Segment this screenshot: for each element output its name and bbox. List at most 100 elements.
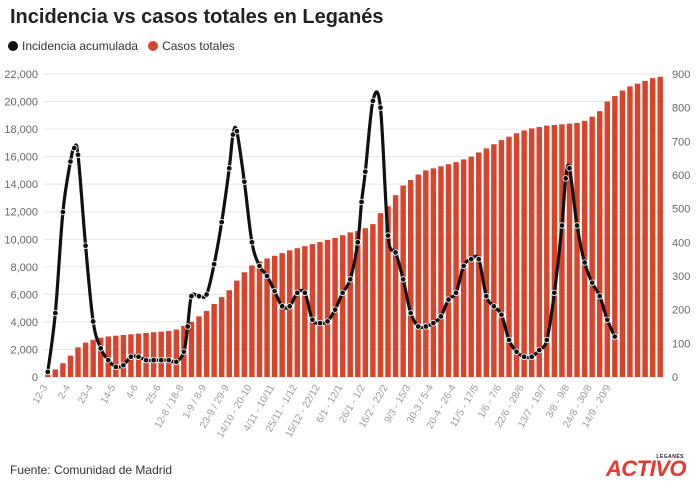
bar xyxy=(196,316,202,377)
x-tick-label: 23-4 xyxy=(76,383,96,406)
incidencia-point xyxy=(483,293,490,300)
bar xyxy=(597,111,603,377)
incidencia-point xyxy=(384,232,392,239)
incidencia-point xyxy=(460,262,467,270)
y-left-tick-label: 10,000 xyxy=(4,234,38,246)
incidencia-point xyxy=(528,353,535,360)
bar xyxy=(264,258,270,377)
incidencia-point xyxy=(399,276,407,283)
legend-swatch-casos xyxy=(148,41,159,51)
bar xyxy=(218,297,225,377)
incidencia-point xyxy=(59,208,67,216)
activo-logo[interactable]: ACTIVO LEGANÉS xyxy=(606,453,687,485)
bar xyxy=(256,261,263,377)
incidencia-point xyxy=(513,348,520,355)
bar xyxy=(415,174,421,377)
incidencia-point xyxy=(392,249,399,256)
bar xyxy=(347,232,353,377)
bar xyxy=(302,246,308,377)
bar xyxy=(513,133,520,377)
incidencia-point xyxy=(445,296,452,303)
logo-subtext: LEGANÉS xyxy=(656,454,684,460)
incidencia-point xyxy=(339,289,346,297)
bar xyxy=(143,332,149,377)
bar xyxy=(188,321,195,377)
incidencia-point xyxy=(120,362,127,369)
incidencia-point xyxy=(165,356,172,364)
incidencia-point xyxy=(490,303,498,310)
bar xyxy=(657,76,663,377)
y-right-tick-label: 0 xyxy=(672,372,678,384)
incidencia-point xyxy=(180,348,188,355)
bar xyxy=(627,86,633,378)
incidencia-point xyxy=(256,262,263,270)
incidencia-point xyxy=(581,259,588,266)
incidencia-point xyxy=(82,242,89,249)
y-right-tick-label: 600 xyxy=(672,170,690,182)
source-note: Fuente: Comunidad de Madrid xyxy=(10,463,173,477)
x-tick-label: 14-5 xyxy=(99,383,119,406)
bar xyxy=(294,248,301,377)
bar xyxy=(45,374,51,377)
bar xyxy=(226,290,232,377)
y-right-tick-label: 700 xyxy=(672,136,690,148)
incidencia-point xyxy=(127,353,135,360)
bar xyxy=(438,166,444,377)
bar xyxy=(612,96,618,377)
legend-label-casos: Casos totales xyxy=(162,39,235,53)
y-left-tick-label: 0 xyxy=(32,372,38,384)
incidencia-point xyxy=(611,333,619,340)
bar xyxy=(339,235,346,377)
bar xyxy=(642,80,648,378)
bar xyxy=(211,304,217,377)
incidencia-point xyxy=(498,311,505,318)
bar xyxy=(362,228,369,377)
incidencia-point xyxy=(286,303,293,310)
incidencia-point xyxy=(74,151,82,158)
bar xyxy=(483,148,490,377)
incidencia-point xyxy=(52,309,59,317)
bar xyxy=(559,124,565,378)
incidencia-point xyxy=(536,346,543,354)
incidencia-point xyxy=(362,168,369,175)
legend: Incidencia acumulada Casos totales xyxy=(8,39,245,53)
legend-label-incidencia: Incidencia acumulada xyxy=(22,39,139,53)
bar xyxy=(544,125,550,377)
incidencia-point xyxy=(566,165,573,172)
y-left-tick-label: 16,000 xyxy=(4,152,38,164)
legend-item-casos[interactable]: Casos totales xyxy=(148,39,235,53)
chart-title: Incidencia vs casos totales en Leganés xyxy=(10,6,384,28)
incidencia-point xyxy=(309,316,316,323)
bar xyxy=(287,250,293,377)
incidencia-point xyxy=(248,239,256,246)
bar xyxy=(75,347,81,377)
bar xyxy=(317,242,323,377)
bar xyxy=(82,342,89,377)
bar xyxy=(430,168,437,377)
bar xyxy=(370,224,376,377)
bar xyxy=(536,127,542,378)
y-right-tick-label: 300 xyxy=(672,271,690,283)
y-left-tick-label: 20,000 xyxy=(4,97,38,109)
incidencia-point xyxy=(294,289,301,297)
x-tick-label: 25-6 xyxy=(144,383,164,406)
y-right-tick-label: 500 xyxy=(672,204,690,216)
bar xyxy=(241,272,248,377)
incidencia-point xyxy=(369,97,377,105)
bar xyxy=(309,244,316,377)
y-left-tick-label: 4,000 xyxy=(10,317,38,329)
bar xyxy=(566,123,573,377)
bar xyxy=(166,330,172,377)
bar xyxy=(581,120,588,377)
legend-item-incidencia[interactable]: Incidencia acumulada xyxy=(8,39,138,53)
incidencia-point xyxy=(44,368,51,376)
incidencia-point xyxy=(71,144,78,152)
incidencia-point xyxy=(263,272,271,280)
incidencia-point xyxy=(89,318,97,325)
incidencia-point xyxy=(573,222,581,229)
incidencia-point xyxy=(596,293,603,300)
incidencia-point xyxy=(173,358,180,366)
y-left-tick-label: 6,000 xyxy=(10,289,38,301)
incidencia-point xyxy=(558,222,566,229)
bar xyxy=(150,332,157,377)
